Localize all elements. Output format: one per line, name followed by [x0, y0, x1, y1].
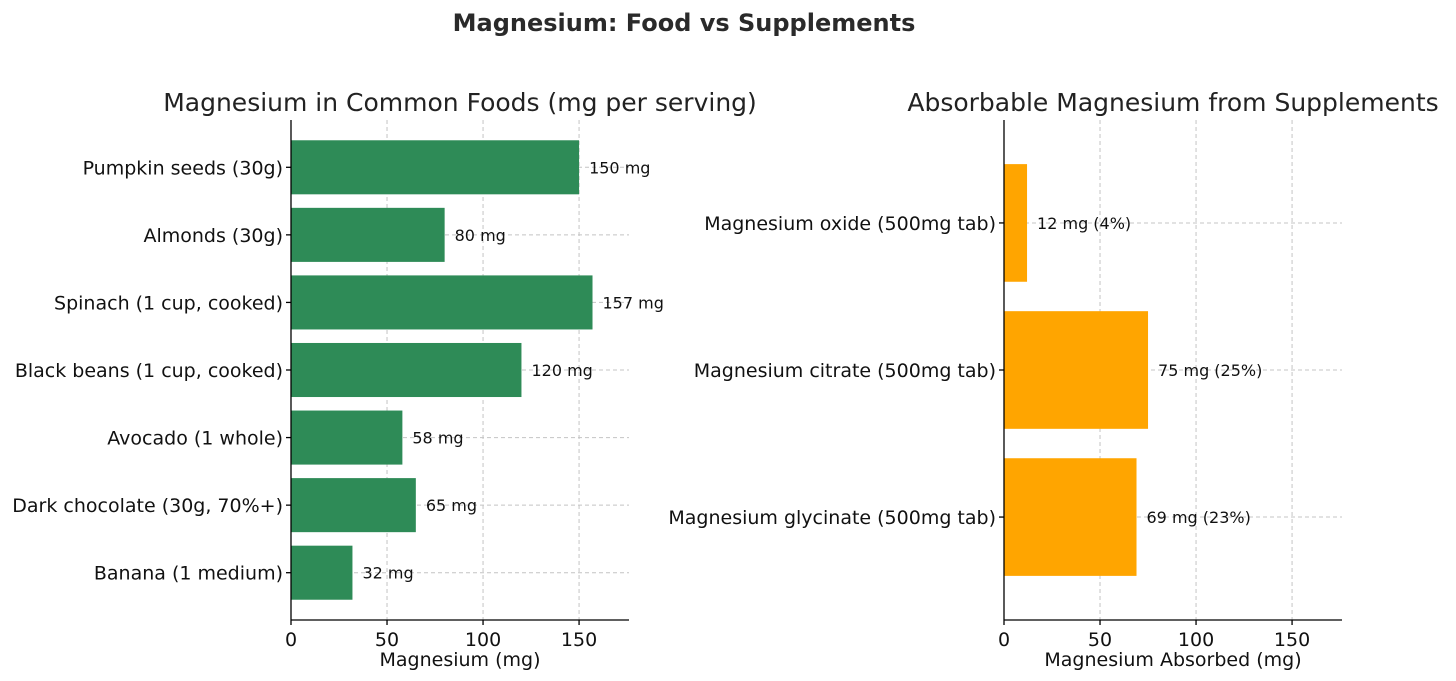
figure-suptitle: Magnesium: Food vs Supplements [453, 9, 916, 37]
food-data-label: 120 mg [531, 361, 592, 380]
food-bar-banana-1-medium [291, 545, 353, 600]
food-data-label: 150 mg [589, 158, 650, 177]
food-bar-almonds-30g [291, 207, 445, 262]
supplement-category-label: Magnesium glycinate (500mg tab) [668, 507, 996, 529]
food-xtick-label: 50 [375, 629, 399, 651]
food-bar-pumpkin-seeds-30g [291, 140, 580, 195]
supplement-x-axis-label: Magnesium Absorbed (mg) [1044, 649, 1301, 671]
food-xtick-label: 100 [465, 629, 501, 651]
food-data-label: 80 mg [455, 226, 506, 245]
supplement-data-label: 75 mg (25%) [1158, 361, 1262, 380]
food-data-label: 58 mg [412, 429, 463, 448]
food-x-axis-label: Magnesium (mg) [380, 649, 541, 671]
food-xtick-label: 150 [561, 629, 597, 651]
food-category-label: Black beans (1 cup, cooked) [15, 360, 283, 382]
supplement-category-label: Magnesium citrate (500mg tab) [694, 360, 996, 382]
food-bar-black-beans-1-cup-cooked [291, 342, 522, 398]
supplement-bar-magnesium-citrate-500mg-tab [1004, 311, 1149, 429]
foods-chart-panel: Magnesium in Common Foods (mg per servin… [12, 88, 757, 671]
supplement-xtick-label: 50 [1088, 629, 1112, 651]
supplement-data-label: 69 mg (23%) [1147, 508, 1251, 527]
food-category-label: Avocado (1 whole) [107, 428, 283, 450]
food-bar-avocado-1-whole [291, 410, 403, 465]
supplement-bar-magnesium-glycinate-500mg-tab [1004, 458, 1137, 576]
supplement-category-label: Magnesium oxide (500mg tab) [704, 213, 996, 235]
supplement-chart-title: Absorbable Magnesium from Supplements [907, 88, 1438, 117]
food-category-label: Spinach (1 cup, cooked) [54, 292, 283, 314]
supplement-bar-magnesium-oxide-500mg-tab [1004, 164, 1028, 282]
supplement-data-label: 12 mg (4%) [1037, 214, 1131, 233]
food-category-label: Dark chocolate (30g, 70%+) [12, 495, 283, 517]
food-bar-spinach-1-cup-cooked [291, 275, 593, 330]
food-xtick-label: 0 [285, 629, 297, 651]
food-category-label: Almonds (30g) [143, 225, 283, 247]
supplement-xtick-label: 0 [998, 629, 1010, 651]
food-data-label: 32 mg [362, 564, 413, 583]
food-data-label: 157 mg [603, 293, 664, 312]
supplements-chart-panel: Absorbable Magnesium from Supplements 12 … [668, 88, 1438, 671]
food-bar-dark-chocolate-30g-70 [291, 478, 416, 533]
food-chart-title: Magnesium in Common Foods (mg per servin… [163, 88, 757, 117]
food-category-label: Pumpkin seeds (30g) [83, 157, 283, 179]
food-category-label: Banana (1 medium) [94, 563, 283, 585]
supplement-xtick-label: 150 [1274, 629, 1310, 651]
food-data-label: 65 mg [426, 496, 477, 515]
supplement-xtick-label: 100 [1178, 629, 1214, 651]
